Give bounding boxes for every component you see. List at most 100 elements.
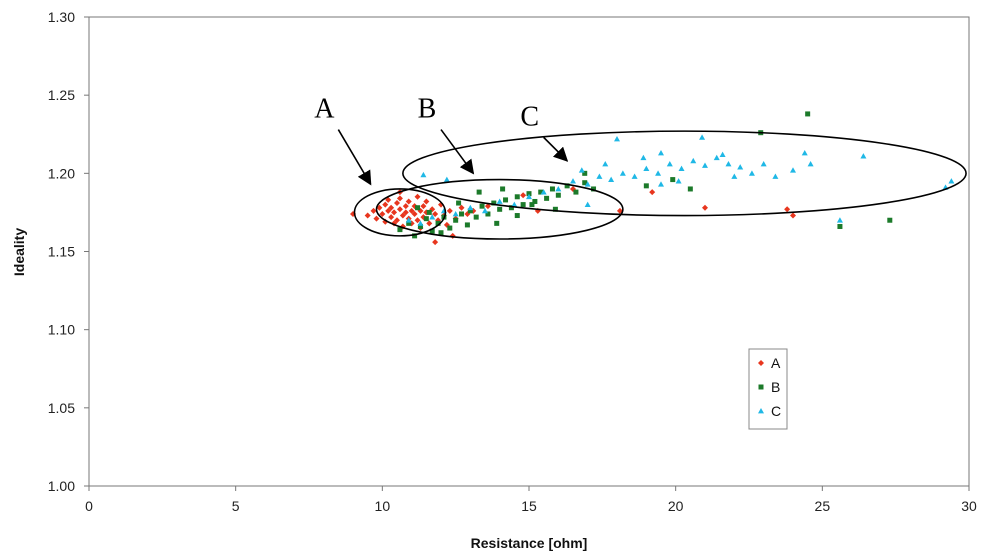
y-tick-label: 1.15 xyxy=(48,244,75,260)
point-b xyxy=(438,230,444,236)
annotations: A B C xyxy=(314,94,967,240)
point-c xyxy=(678,165,685,172)
point-c xyxy=(570,178,576,184)
point-c xyxy=(675,178,682,184)
point-a xyxy=(790,212,796,219)
y-tick-label: 1.00 xyxy=(48,478,75,494)
y-tick-label: 1.05 xyxy=(48,400,75,416)
y-axis-title: Ideality xyxy=(11,228,27,276)
point-a xyxy=(426,220,433,227)
point-c xyxy=(417,220,424,226)
data-points xyxy=(350,111,955,246)
point-b xyxy=(415,205,421,211)
point-c xyxy=(452,210,459,217)
point-a xyxy=(423,198,430,205)
point-c xyxy=(666,160,673,167)
y-tick-label: 1.25 xyxy=(48,87,75,103)
point-b xyxy=(591,186,597,192)
point-b xyxy=(549,186,555,192)
legend-label-b: B xyxy=(771,379,780,395)
point-b xyxy=(406,220,412,226)
point-a xyxy=(649,189,656,196)
point-b xyxy=(456,200,462,206)
series-c xyxy=(405,134,955,226)
point-c xyxy=(731,173,738,179)
point-b xyxy=(453,217,459,223)
legend-marker-b xyxy=(758,384,764,390)
point-a xyxy=(396,195,403,202)
point-a xyxy=(394,200,400,207)
point-a xyxy=(388,204,395,211)
legend-marker-a xyxy=(758,360,764,366)
point-c xyxy=(420,171,427,178)
point-a xyxy=(394,217,400,224)
point-c xyxy=(619,170,626,176)
point-b xyxy=(503,197,509,203)
point-b xyxy=(555,192,561,198)
point-b xyxy=(494,220,500,226)
point-c xyxy=(584,181,591,187)
point-b xyxy=(514,213,520,219)
point-a xyxy=(411,210,418,217)
point-c xyxy=(719,151,726,157)
point-b xyxy=(479,203,485,209)
point-a xyxy=(391,209,398,216)
point-a xyxy=(399,212,406,219)
point-a xyxy=(373,215,380,222)
point-a xyxy=(402,209,409,216)
point-a xyxy=(484,203,491,210)
x-tick-label: 25 xyxy=(815,498,831,514)
point-b xyxy=(514,194,520,200)
annotation-label-b: B xyxy=(418,94,437,125)
point-a xyxy=(396,206,403,213)
point-b xyxy=(687,186,693,192)
y-tick-label: 1.10 xyxy=(48,322,75,338)
legend-marker-c xyxy=(758,408,764,414)
axes: 0 5 10 15 20 25 30 1.00 1.05 1.10 1.15 1.20 1.25 1.30 xyxy=(48,9,977,514)
plot-area-frame xyxy=(88,16,970,487)
point-c xyxy=(596,173,603,179)
point-c xyxy=(807,160,814,167)
point-c xyxy=(584,201,591,207)
point-b xyxy=(485,211,491,217)
point-a xyxy=(370,207,377,214)
point-c xyxy=(860,153,867,159)
point-c xyxy=(699,134,706,140)
point-a xyxy=(420,203,427,210)
annotation-arrow-c xyxy=(543,136,569,162)
annotation-label-a: A xyxy=(314,94,335,125)
point-c xyxy=(948,178,955,184)
point-b xyxy=(526,191,532,197)
point-b xyxy=(491,200,497,206)
point-a xyxy=(364,212,371,219)
point-b xyxy=(435,220,441,226)
point-b xyxy=(544,195,550,201)
point-b xyxy=(538,189,544,195)
point-b xyxy=(887,217,893,223)
point-a xyxy=(382,201,389,208)
point-c xyxy=(655,170,662,176)
point-c xyxy=(737,164,744,170)
point-c xyxy=(658,150,664,156)
point-c xyxy=(555,185,562,192)
annotation-arrow-a xyxy=(337,129,372,186)
point-a xyxy=(458,204,465,211)
point-c xyxy=(801,150,808,156)
legend-box xyxy=(748,348,788,430)
point-c xyxy=(748,170,755,176)
point-c xyxy=(608,176,615,182)
point-b xyxy=(447,225,453,231)
legend-label-c: C xyxy=(771,403,781,419)
point-a xyxy=(520,192,527,199)
point-c xyxy=(467,204,474,211)
x-tick-label: 5 xyxy=(232,498,240,514)
point-b xyxy=(508,205,514,211)
point-b xyxy=(476,189,482,195)
x-tick-label: 15 xyxy=(521,498,537,514)
point-c xyxy=(760,160,767,167)
point-b xyxy=(497,206,503,212)
point-b xyxy=(412,233,418,239)
point-b xyxy=(670,177,676,183)
point-c xyxy=(511,201,518,207)
point-a xyxy=(385,207,392,214)
